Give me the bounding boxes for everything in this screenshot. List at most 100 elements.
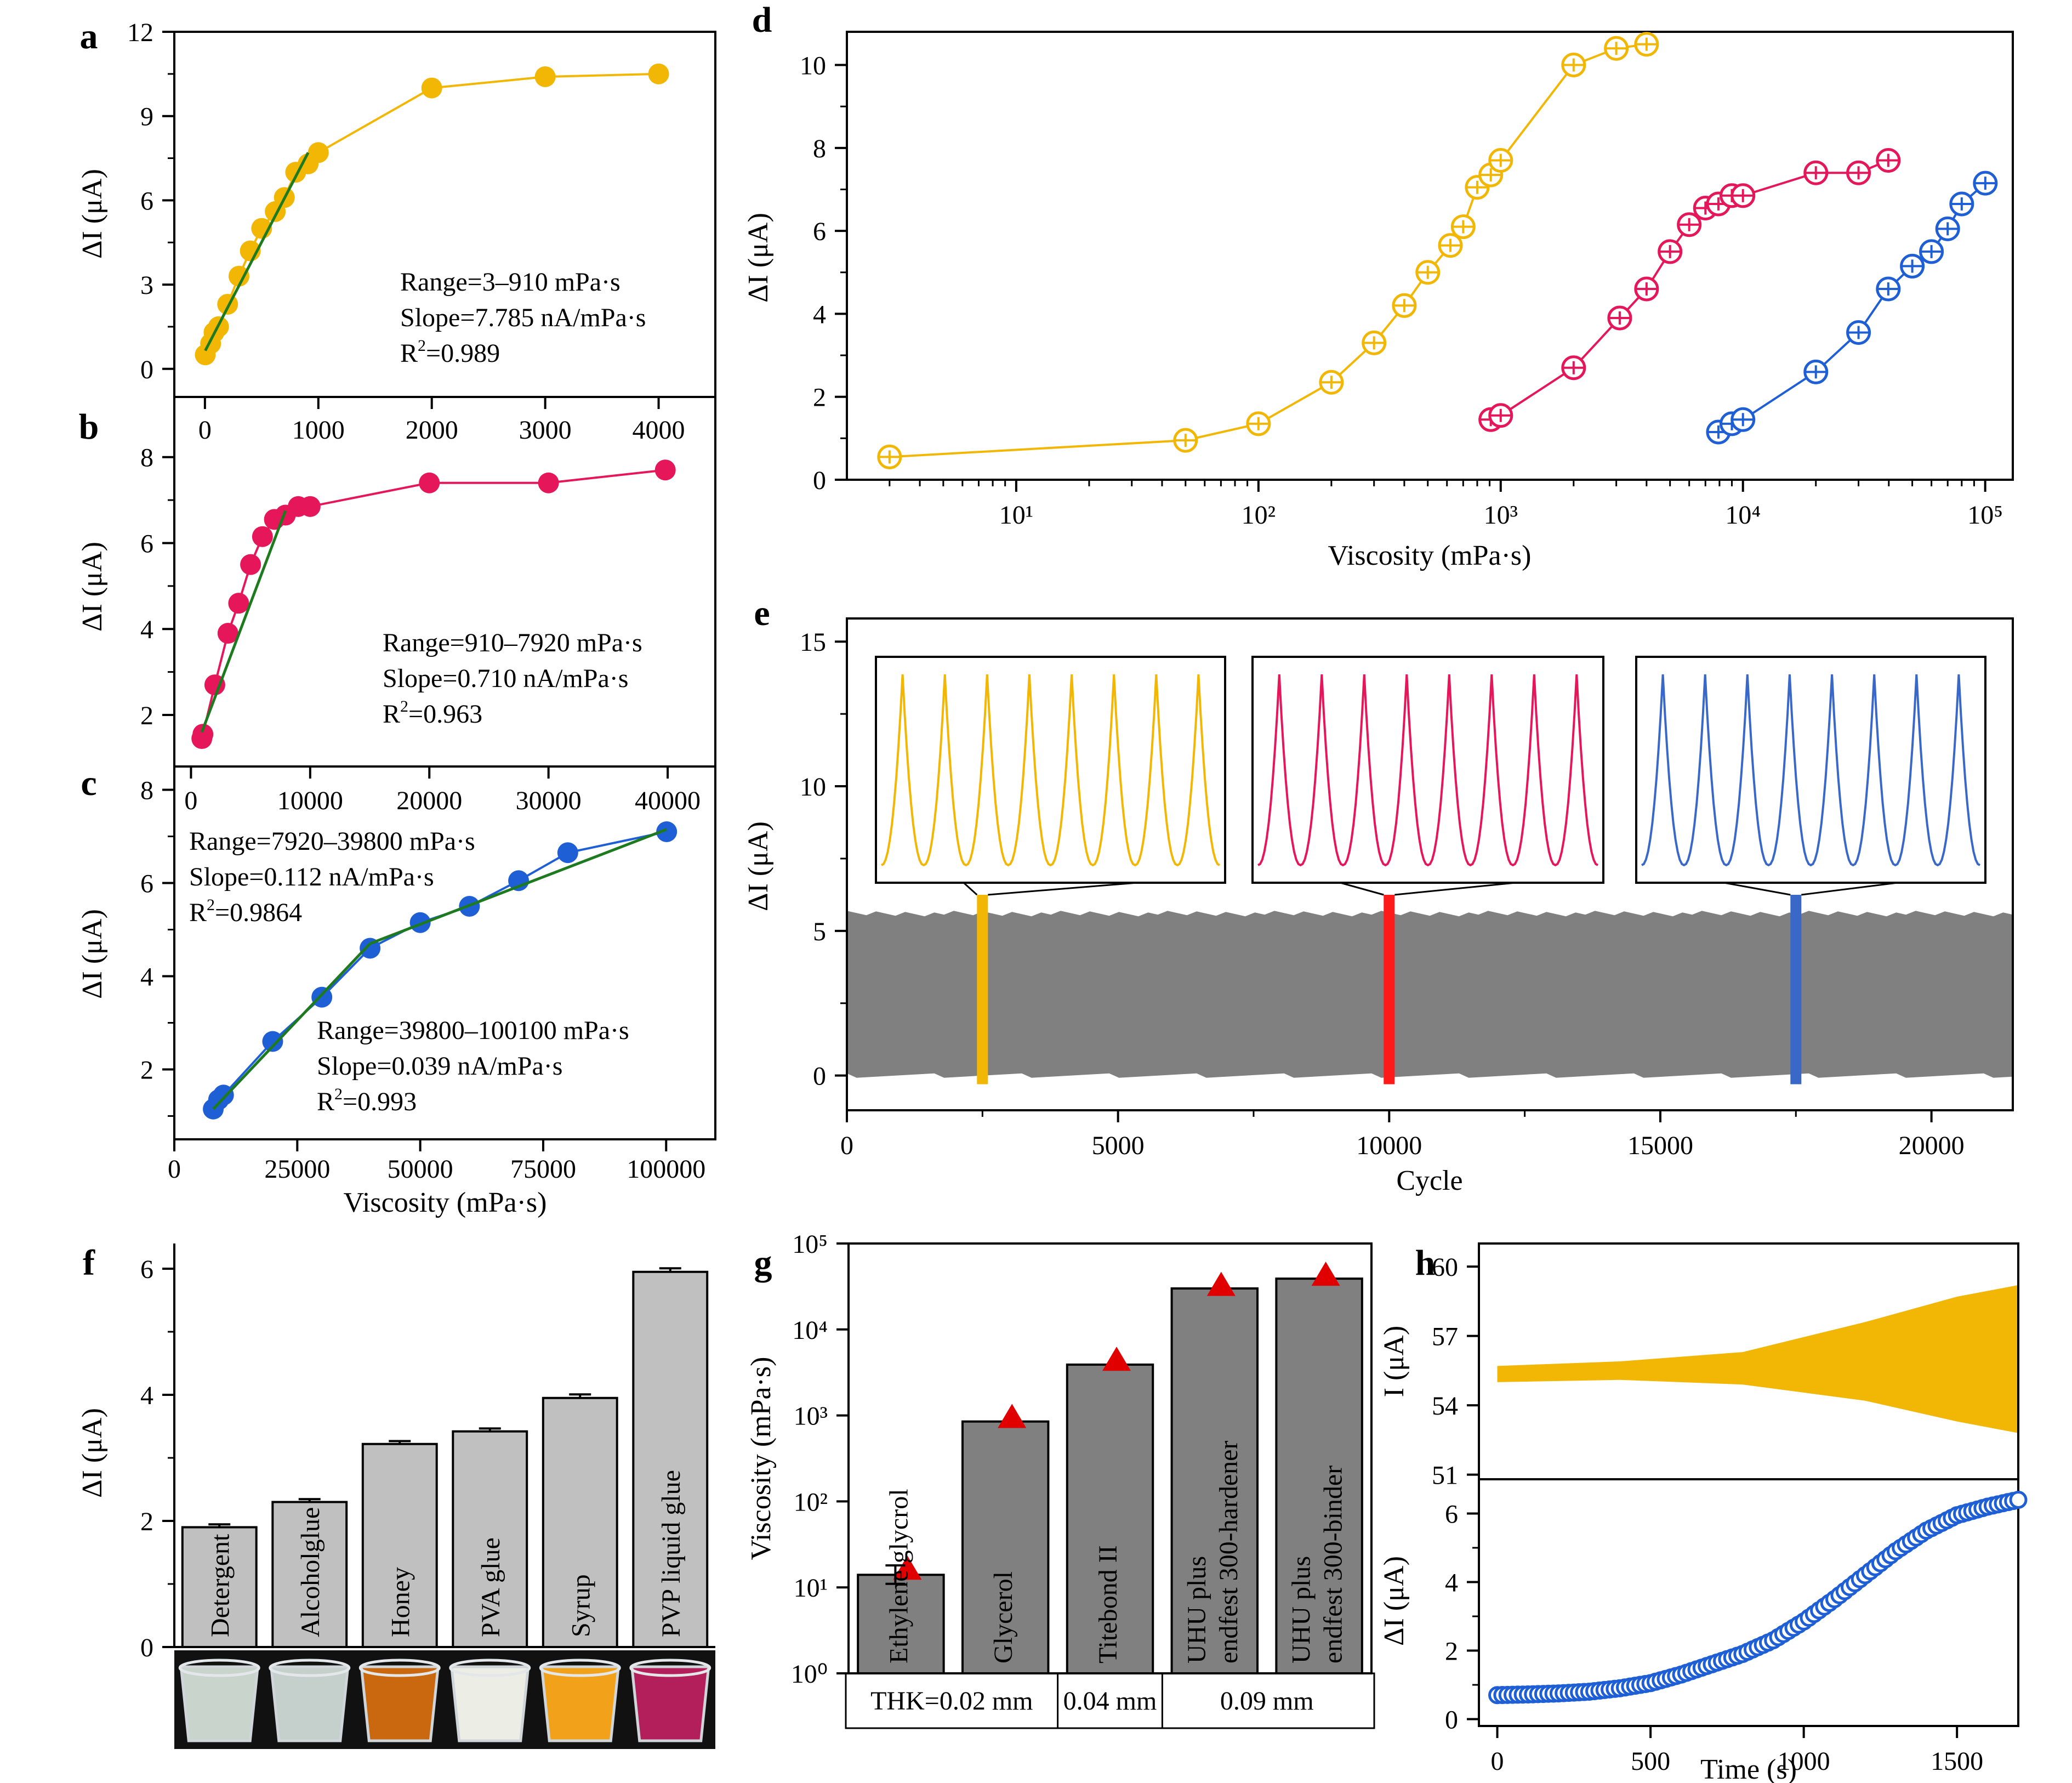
data-point-b — [228, 593, 249, 614]
x-tick-label-a: 3000 — [519, 416, 572, 445]
y-tick-label-d: 2 — [813, 383, 826, 412]
y-tick-label-e: 15 — [800, 628, 826, 657]
reference-marker-g — [1206, 1271, 1236, 1296]
data-point-b — [299, 496, 321, 517]
bar-label-g: endfest 300-binder — [1319, 1466, 1348, 1663]
y-tick-label-h-bottom: 4 — [1445, 1569, 1458, 1598]
data-point-c — [409, 912, 431, 933]
cycle-band-e — [847, 911, 2013, 1078]
x-tick-label-h-bottom: 0 — [1491, 1747, 1504, 1776]
y-axis-label-h-top: I (μA) — [1379, 1326, 1410, 1397]
y-tick-label-e: 10 — [800, 773, 826, 802]
reference-marker-g — [1311, 1262, 1340, 1286]
bar-label-f: PVP liquid glue — [657, 1470, 686, 1637]
bar-f — [542, 1396, 618, 1648]
photo-cup-f — [449, 1665, 530, 1742]
bar-label-g: UHU plus — [1287, 1556, 1316, 1663]
fit-line-b — [200, 510, 287, 733]
x-tick-label-e: 5000 — [1092, 1131, 1145, 1160]
data-point-a — [228, 265, 249, 287]
bar-f — [452, 1430, 528, 1648]
inset-connector-e — [988, 882, 1138, 896]
photo-cup-rim-f — [629, 1659, 711, 1677]
plot-frame-c — [173, 765, 716, 1140]
annotation-a: Slope=7.785 nA/mPa·s — [400, 303, 646, 332]
cycle-marker-e — [1384, 895, 1395, 1084]
photo-cup-rim-f — [358, 1659, 441, 1677]
bar-label-g: UHU plus — [1182, 1556, 1211, 1663]
inset-connector-e — [1394, 882, 1516, 896]
annotation-a: Range=3–910 mPa·s — [400, 268, 621, 297]
panel-label-h-top: h — [1415, 1243, 1436, 1283]
y-tick-label-h-bottom: 0 — [1445, 1706, 1458, 1735]
y-tick-label-h-top: 60 — [1432, 1253, 1458, 1282]
y-tick-label-a: 0 — [140, 355, 153, 384]
y-tick-label-d: 0 — [813, 466, 826, 495]
y-axis-label-e: ΔI (μA) — [743, 821, 774, 911]
data-point-a — [421, 77, 442, 99]
data-point-c — [656, 821, 678, 842]
y-tick-label-d: 10 — [800, 52, 826, 81]
group-label-g: THK=0.02 mm — [870, 1687, 1033, 1716]
photo-cup-rim-f — [539, 1659, 621, 1677]
bar-f — [361, 1443, 438, 1648]
data-point-h — [2009, 1491, 2028, 1509]
bar-g — [1170, 1287, 1259, 1674]
panel-label-a: a — [80, 16, 98, 56]
y-tick-label-h-top: 57 — [1432, 1322, 1458, 1352]
plot-frame-d — [846, 31, 2014, 481]
x-tick-label-d: 10³ — [1484, 501, 1518, 530]
data-point-b — [240, 554, 261, 575]
bar-label-f: Syrup — [566, 1574, 595, 1637]
inset-waveform-e — [1641, 674, 1980, 867]
y-tick-label-g: 10⁵ — [792, 1230, 828, 1259]
data-point-c — [213, 1084, 234, 1106]
y-tick-label-h-bottom: 2 — [1445, 1637, 1458, 1666]
inset-connector-e — [1340, 882, 1384, 896]
y-tick-label-b: 8 — [140, 444, 153, 473]
x-axis-label-d: Viscosity (mPa·s) — [1328, 540, 1532, 571]
data-point-c — [311, 986, 333, 1008]
y-tick-label-b: 6 — [140, 529, 153, 558]
x-tick-label-c: 100000 — [627, 1155, 705, 1184]
annotation-b: Range=910–7920 mPa·s — [383, 628, 642, 657]
panel-label-f: f — [83, 1243, 95, 1283]
y-tick-label-g: 10⁴ — [792, 1316, 828, 1345]
x-axis-label-h: Time (s) — [1700, 1754, 1797, 1783]
photo-cup-f — [179, 1665, 260, 1742]
x-tick-label-b: 10000 — [277, 786, 343, 815]
annotation-a: R2=0.989 — [400, 337, 500, 368]
cycle-marker-e — [977, 895, 988, 1084]
annotation-b: Slope=0.710 nA/mPa·s — [383, 664, 628, 693]
x-tick-label-h-bottom: 1500 — [1931, 1747, 1983, 1776]
y-axis-label-a: ΔI (μA) — [77, 169, 108, 259]
y-axis-label-d: ΔI (μA) — [743, 213, 774, 303]
x-tick-label-e: 20000 — [1899, 1131, 1965, 1160]
bar-f — [632, 1270, 709, 1648]
current-envelope-h — [1497, 1285, 2018, 1433]
x-axis-label-e: Cycle — [1396, 1165, 1462, 1196]
x-tick-label-b: 20000 — [396, 786, 462, 815]
bar-label-f: Alcoholglue — [296, 1507, 325, 1637]
fit-line-c — [369, 828, 668, 945]
series-line-d — [1490, 159, 1889, 421]
y-tick-label-a: 6 — [140, 186, 153, 215]
bar-g — [1275, 1277, 1363, 1674]
data-point-b — [252, 526, 273, 547]
x-tick-label-c: 50000 — [388, 1155, 453, 1184]
bar-label-f: PVA glue — [476, 1537, 505, 1637]
y-tick-label-e: 5 — [813, 917, 826, 946]
y-tick-label-c: 2 — [140, 1056, 153, 1085]
data-point-b — [419, 472, 440, 493]
x-tick-label-a: 1000 — [292, 416, 345, 445]
data-point-a — [534, 66, 556, 87]
photo-cup-rim-f — [449, 1659, 531, 1677]
y-tick-label-h-bottom: 6 — [1445, 1500, 1458, 1529]
y-tick-label-b: 2 — [140, 701, 153, 730]
y-axis-label-f: ΔI (μA) — [77, 1408, 108, 1498]
bar-label-f: Honey — [386, 1567, 415, 1637]
inset-frame-e — [875, 656, 1226, 884]
y-axis-label-h-bottom: ΔI (μA) — [1379, 1556, 1410, 1646]
x-tick-label-a: 0 — [198, 416, 212, 445]
